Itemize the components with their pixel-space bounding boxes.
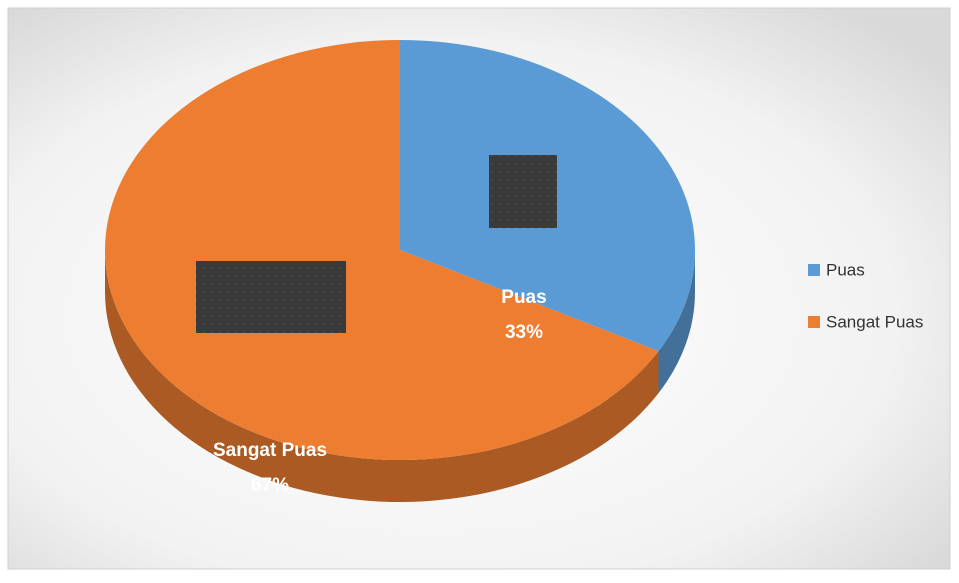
legend-label: Puas — [826, 260, 865, 279]
data-label-category: Puas — [501, 287, 546, 308]
data-label-value: 67% — [251, 475, 289, 496]
legend: Puas Sangat Puas — [808, 260, 923, 331]
legend-label: Sangat Puas — [826, 312, 923, 331]
pie-slice — [105, 40, 659, 460]
pie — [105, 40, 696, 503]
legend-swatch — [808, 316, 820, 328]
data-labels: Puas 33% Sangat Puas 67% — [213, 287, 547, 496]
overlay-box — [196, 261, 346, 333]
legend-swatch — [808, 264, 820, 276]
data-label-category: Sangat Puas — [213, 440, 327, 461]
overlay-box — [489, 155, 557, 228]
pie-side — [105, 250, 659, 503]
data-label-value: 33% — [505, 322, 543, 343]
pie-side — [658, 250, 695, 394]
